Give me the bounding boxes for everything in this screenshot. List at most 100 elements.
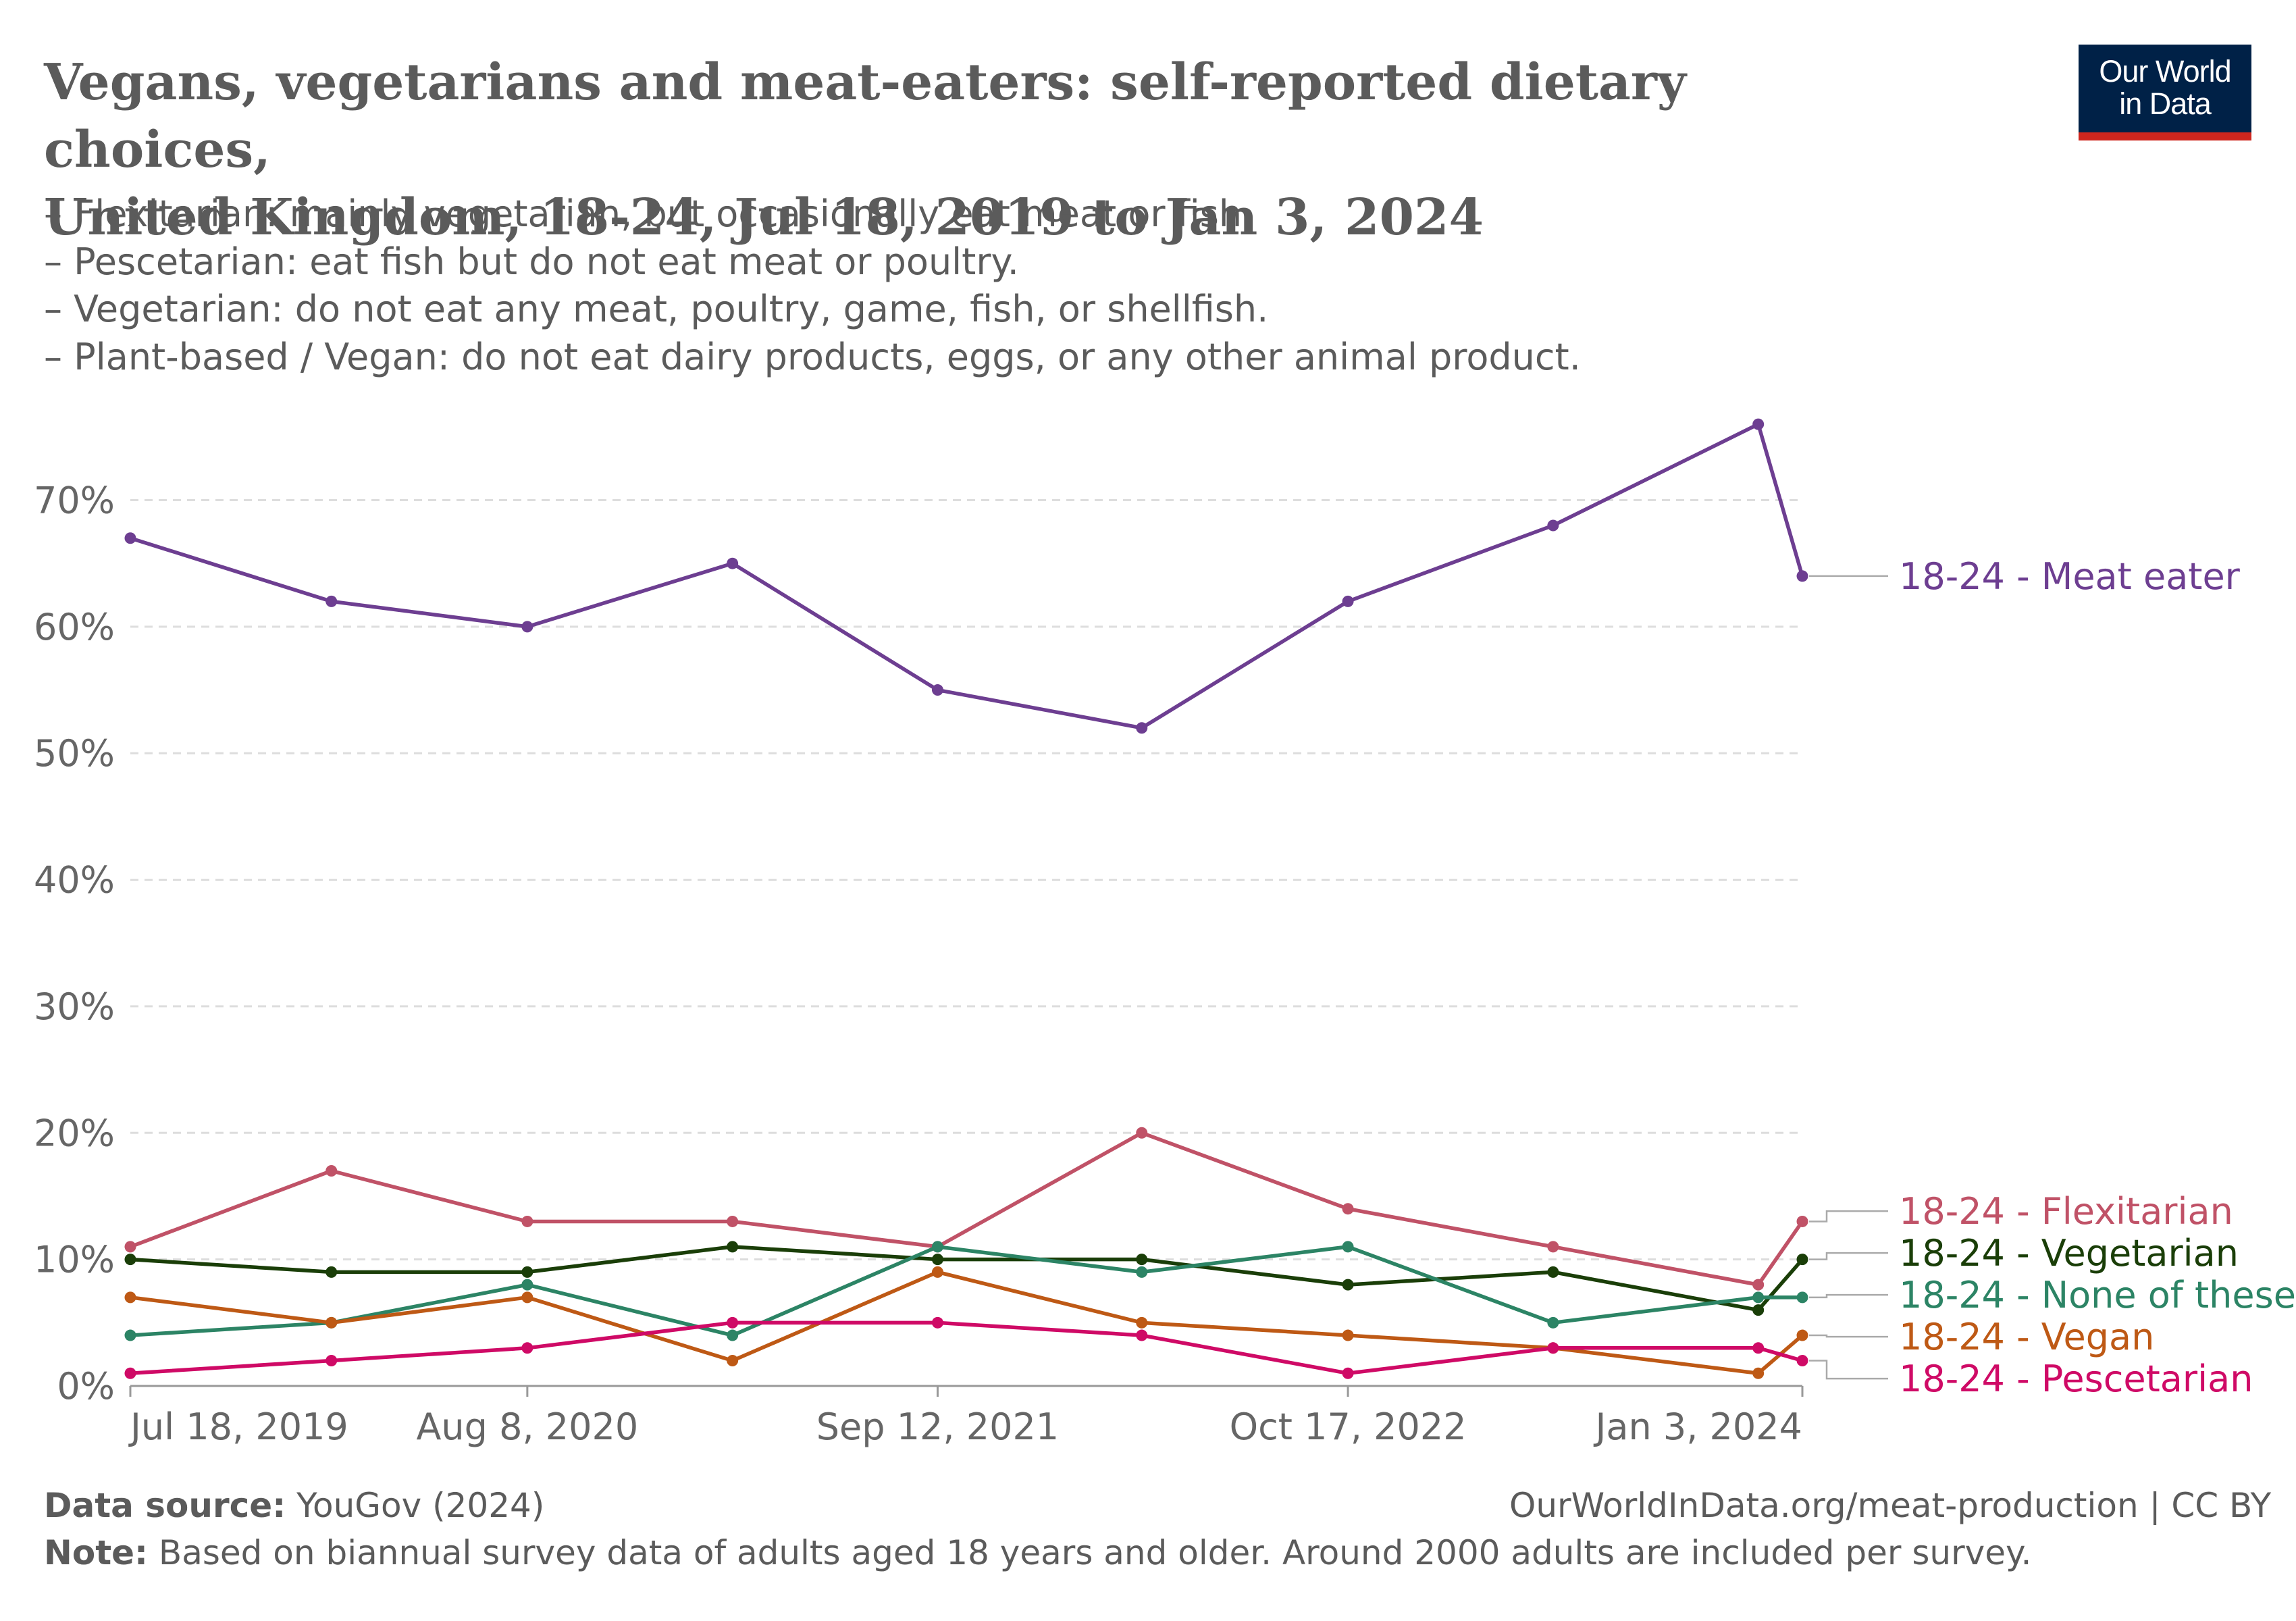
point-vegetarian-6[interactable]: [1342, 1279, 1354, 1291]
subtitle-line-vegetarian: – Vegetarian: do not eat any meat, poult…: [44, 288, 1269, 330]
point-meat-eater-0[interactable]: [124, 532, 136, 544]
owid-logo[interactable]: Our World in Data: [2079, 45, 2251, 140]
point-meat-eater-7[interactable]: [1547, 519, 1559, 532]
point-vegan-4[interactable]: [931, 1266, 943, 1278]
x-tick-label-2: Sep 12, 2021: [816, 1406, 1059, 1448]
point-pescetarian-5[interactable]: [1136, 1329, 1148, 1341]
subtitle-line-flexitarian: – Flexitarian: mainly vegetarian, but oc…: [44, 192, 1254, 235]
note-line: Note: Based on biannual survey data of a…: [44, 1533, 2031, 1572]
point-flexitarian-3[interactable]: [727, 1215, 739, 1227]
point-meat-eater-1[interactable]: [325, 595, 338, 607]
point-pescetarian-6[interactable]: [1342, 1367, 1354, 1379]
point-none-of-these-9[interactable]: [1796, 1291, 1808, 1304]
series-line-flexitarian[interactable]: [128, 1131, 1804, 1287]
point-pescetarian-2[interactable]: [521, 1342, 533, 1354]
point-flexitarian-6[interactable]: [1342, 1203, 1354, 1215]
series-line-pescetarian[interactable]: [128, 1320, 1804, 1376]
point-meat-eater-6[interactable]: [1342, 595, 1354, 607]
y-tick-label-40: 40%: [34, 859, 115, 902]
point-none-of-these-7[interactable]: [1547, 1316, 1559, 1329]
point-vegan-8[interactable]: [1752, 1367, 1765, 1379]
x-tick-label-0: Jul 18, 2019: [128, 1406, 348, 1448]
series-label-pescetarian[interactable]: 18-24 - Pescetarian: [1899, 1358, 2253, 1400]
point-pescetarian-8[interactable]: [1752, 1342, 1765, 1354]
note-label: Note:: [44, 1533, 149, 1572]
point-vegetarian-5[interactable]: [1136, 1254, 1148, 1266]
point-vegetarian-9[interactable]: [1796, 1254, 1808, 1266]
x-tick-label-3: Oct 17, 2022: [1230, 1406, 1467, 1448]
point-vegetarian-1[interactable]: [325, 1266, 338, 1278]
point-flexitarian-1[interactable]: [325, 1164, 338, 1177]
point-vegan-6[interactable]: [1342, 1329, 1354, 1341]
point-meat-eater-3[interactable]: [727, 557, 739, 569]
label-connector-vegan: [1809, 1334, 1888, 1338]
point-flexitarian-2[interactable]: [521, 1215, 533, 1227]
point-none-of-these-8[interactable]: [1752, 1291, 1765, 1304]
series-none-of-these[interactable]: [124, 1241, 1808, 1341]
series-label-vegan[interactable]: 18-24 - Vegan: [1899, 1316, 2154, 1358]
point-none-of-these-6[interactable]: [1342, 1241, 1354, 1253]
point-vegetarian-3[interactable]: [727, 1241, 739, 1253]
point-pescetarian-0[interactable]: [124, 1367, 136, 1379]
point-pescetarian-7[interactable]: [1547, 1342, 1559, 1354]
series-line-meat-eater[interactable]: [128, 422, 1804, 730]
chart-subtitle: – Flexitarian: mainly vegetarian, but oc…: [44, 190, 1867, 381]
note-text: Based on biannual survey data of adults …: [158, 1533, 2032, 1572]
point-meat-eater-5[interactable]: [1136, 722, 1148, 734]
x-tick-label-4: Jan 3, 2024: [1593, 1406, 1802, 1448]
y-tick-label-70: 70%: [34, 480, 115, 522]
point-flexitarian-7[interactable]: [1547, 1241, 1559, 1253]
source-text[interactable]: YouGov (2024): [296, 1486, 545, 1525]
point-none-of-these-4[interactable]: [931, 1241, 943, 1253]
point-pescetarian-3[interactable]: [727, 1316, 739, 1329]
point-none-of-these-5[interactable]: [1136, 1266, 1148, 1278]
point-meat-eater-4[interactable]: [931, 684, 943, 696]
point-meat-eater-8[interactable]: [1752, 418, 1765, 430]
y-tick-label-20: 20%: [34, 1112, 115, 1154]
point-flexitarian-9[interactable]: [1796, 1215, 1808, 1227]
series-line-vegan[interactable]: [128, 1270, 1804, 1376]
point-vegetarian-2[interactable]: [521, 1266, 533, 1278]
series-label-none-of-these[interactable]: 18-24 - None of these: [1899, 1274, 2296, 1316]
subtitle-line-vegan: – Plant-based / Vegan: do not eat dairy …: [44, 335, 1581, 378]
point-flexitarian-5[interactable]: [1136, 1127, 1148, 1139]
point-meat-eater-2[interactable]: [521, 621, 533, 633]
label-connector-vegetarian: [1809, 1252, 1888, 1260]
point-none-of-these-0[interactable]: [124, 1329, 136, 1341]
point-vegan-2[interactable]: [521, 1291, 533, 1304]
point-vegan-1[interactable]: [325, 1316, 338, 1329]
point-meat-eater-9[interactable]: [1796, 570, 1808, 582]
point-flexitarian-0[interactable]: [124, 1241, 136, 1253]
logo-line-1: Our World: [2099, 54, 2231, 88]
series-label-flexitarian[interactable]: 18-24 - Flexitarian: [1899, 1190, 2233, 1233]
label-connector-pescetarian: [1809, 1360, 1888, 1380]
x-axis: Jul 18, 2019 Aug 8, 2020 Sep 12, 2021 Oct 1…: [128, 1385, 1804, 1448]
point-vegan-3[interactable]: [727, 1355, 739, 1367]
chart-title-line-2: United Kingdom, 18-24, Jul 18, 2019 to J…: [44, 188, 1484, 247]
point-vegetarian-8[interactable]: [1752, 1304, 1765, 1316]
series-vegan[interactable]: [124, 1266, 1808, 1379]
point-flexitarian-8[interactable]: [1752, 1279, 1765, 1291]
point-vegetarian-7[interactable]: [1547, 1266, 1559, 1278]
point-pescetarian-4[interactable]: [931, 1316, 943, 1329]
subtitle-line-pescetarian: – Pescetarian: eat fish but do not eat m…: [44, 240, 1019, 283]
point-vegetarian-4[interactable]: [931, 1254, 943, 1266]
source-url[interactable]: OurWorldInData.org/meat-production | CC …: [1509, 1486, 2272, 1525]
series-flexitarian[interactable]: [124, 1127, 1808, 1291]
series-pescetarian[interactable]: [124, 1316, 1808, 1379]
series-label-meat-eater[interactable]: 18-24 - Meat eater: [1899, 555, 2241, 598]
series-line-none-of-these[interactable]: [128, 1245, 1804, 1337]
y-tick-label-30: 30%: [34, 985, 115, 1028]
label-connector-flexitarian: [1809, 1210, 1888, 1223]
series-meat-eater[interactable]: [124, 418, 1808, 734]
point-pescetarian-9[interactable]: [1796, 1355, 1808, 1367]
point-vegetarian-0[interactable]: [124, 1254, 136, 1266]
point-vegan-5[interactable]: [1136, 1316, 1148, 1329]
point-vegan-0[interactable]: [124, 1291, 136, 1304]
point-pescetarian-1[interactable]: [325, 1355, 338, 1367]
point-none-of-these-2[interactable]: [521, 1279, 533, 1291]
series-label-vegetarian[interactable]: 18-24 - Vegetarian: [1899, 1232, 2239, 1275]
point-vegan-9[interactable]: [1796, 1329, 1808, 1341]
point-none-of-these-3[interactable]: [727, 1329, 739, 1341]
